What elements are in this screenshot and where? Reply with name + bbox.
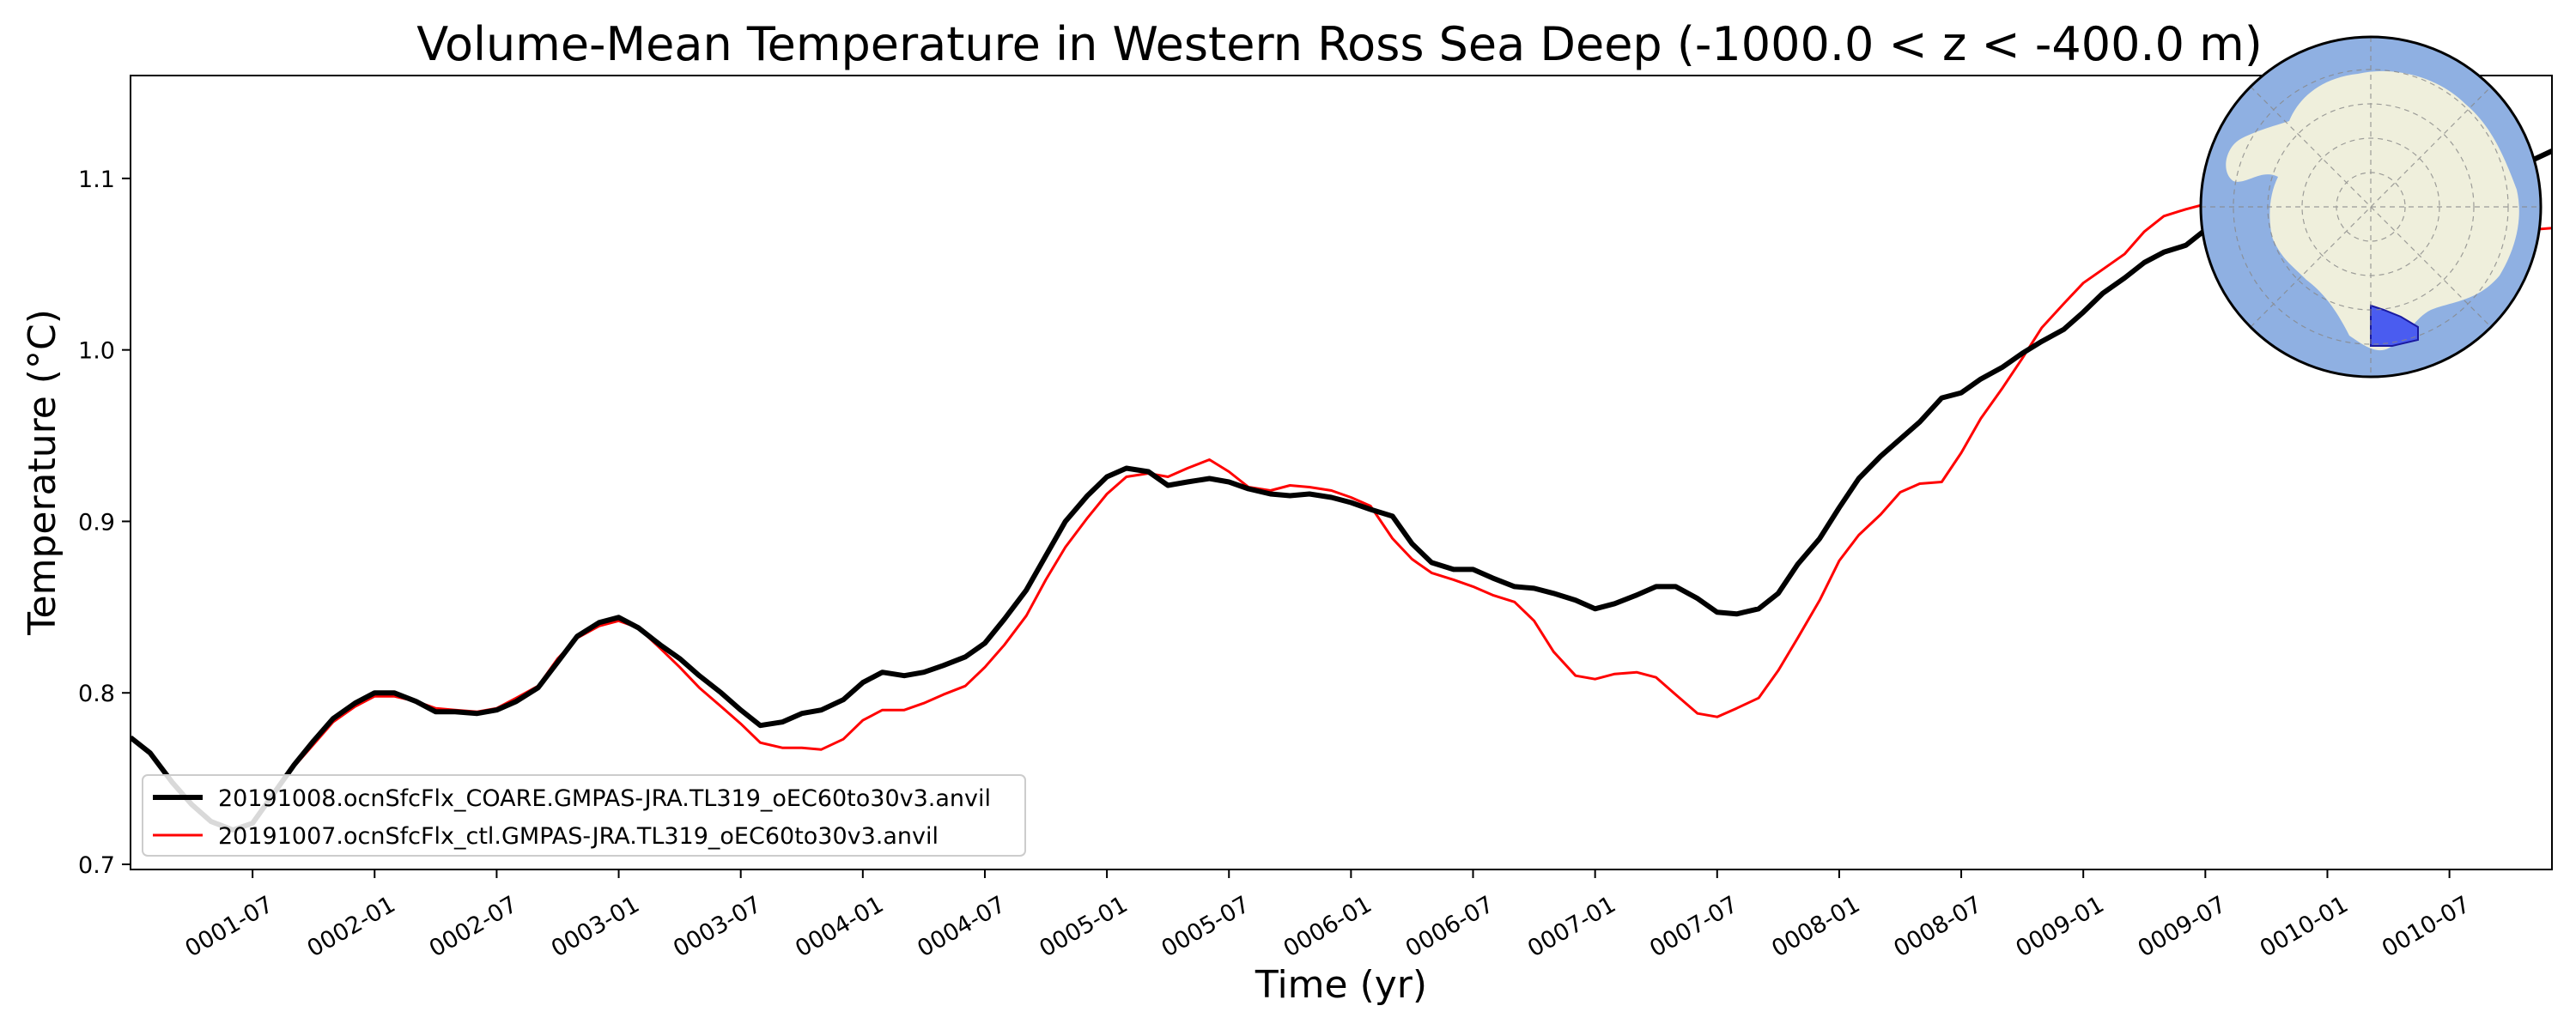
x-axis-label: Time (yr) (1255, 963, 1427, 1007)
map-graticule (2201, 37, 2541, 377)
y-tick-label: 0.8 (78, 681, 115, 707)
legend-label-ctl: 20191007.ocnSfcFlx_ctl.GMPAS-JRA.TL319_o… (218, 823, 939, 850)
y-tick-label: 0.7 (78, 852, 115, 879)
legend-label-coare: 20191008.ocnSfcFlx_COARE.GMPAS-JRA.TL319… (218, 785, 991, 812)
legend-box (142, 774, 1026, 857)
map-land (2226, 70, 2519, 351)
y-tick-label: 1.1 (78, 167, 115, 193)
series-line-coare (131, 148, 2552, 833)
y-tick-label: 1.0 (78, 338, 115, 365)
y-axis-label-close: ) (21, 309, 64, 324)
y-axis-label-main: Temperature ( (21, 369, 64, 636)
legend: 20191008.ocnSfcFlx_COARE.GMPAS-JRA.TL319… (142, 774, 1026, 857)
chart-title: Volume-Mean Temperature in Western Ross … (416, 17, 2263, 71)
y-axis-label: Temperature (°C) (21, 309, 64, 636)
map-highlight-region (2370, 304, 2419, 347)
y-axis-label-unit: °C (21, 324, 64, 369)
plot-series (131, 148, 2552, 833)
y-tick-label: 0.9 (78, 509, 115, 536)
plot-frame (130, 75, 2553, 870)
antarctica-region-map (2199, 35, 2543, 379)
